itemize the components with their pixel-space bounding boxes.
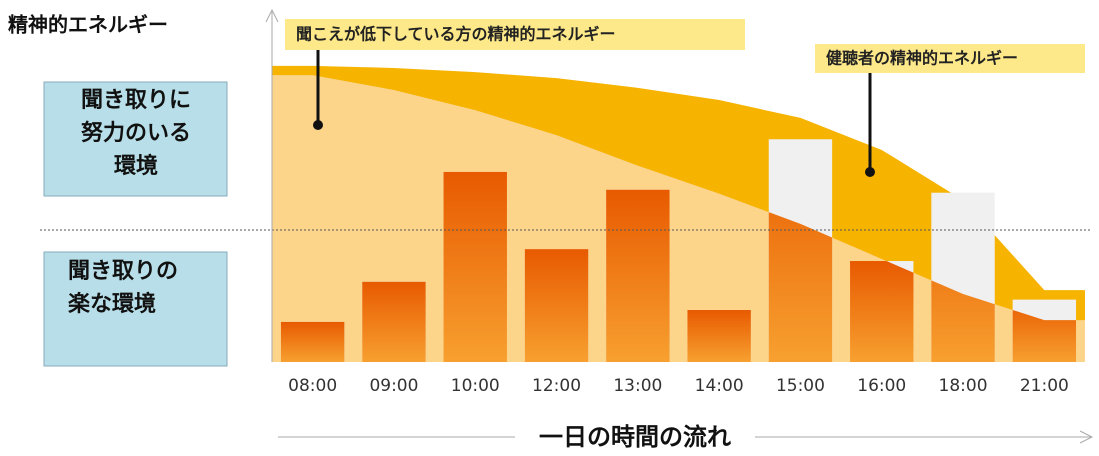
bar [362, 282, 425, 362]
bar [606, 190, 669, 362]
legend-label: 聞こえが低下している方の精神的エネルギー [296, 25, 616, 44]
x-tick-label: 13:00 [613, 376, 662, 396]
note-text: 楽な環境 [68, 291, 156, 317]
leader-dot [313, 120, 323, 130]
bar [687, 310, 750, 362]
note-text: 環境 [114, 153, 158, 179]
bar [850, 261, 913, 362]
x-tick-label: 16:00 [857, 376, 906, 396]
chart: 一日の時間の流れ 精神的エネルギー 聞こえが低下している方の精神的エネルギー 健… [0, 0, 1099, 452]
x-tick-label: 15:00 [776, 376, 825, 396]
legend-label: 健聴者の精神的エネルギー [826, 49, 1018, 68]
x-tick-label: 08:00 [288, 376, 337, 396]
x-tick-label: 12:00 [532, 376, 581, 396]
x-axis-label: 一日の時間の流れ [539, 423, 731, 451]
note-text: 聞き取りに [81, 88, 191, 113]
bar [281, 322, 344, 362]
x-tick-label: 18:00 [939, 376, 988, 396]
y-axis-label: 精神的エネルギー [8, 13, 168, 37]
x-tick-label: 14:00 [695, 376, 744, 396]
bar [525, 249, 588, 362]
x-tick-label: 09:00 [369, 376, 418, 396]
bar [444, 172, 507, 362]
leader-dot [865, 167, 875, 177]
x-tick-label: 10:00 [451, 376, 500, 396]
note-text: 努力のいる [81, 120, 191, 146]
x-tick-label: 21:00 [1020, 376, 1069, 396]
note-text: 聞き取りの [68, 259, 178, 284]
